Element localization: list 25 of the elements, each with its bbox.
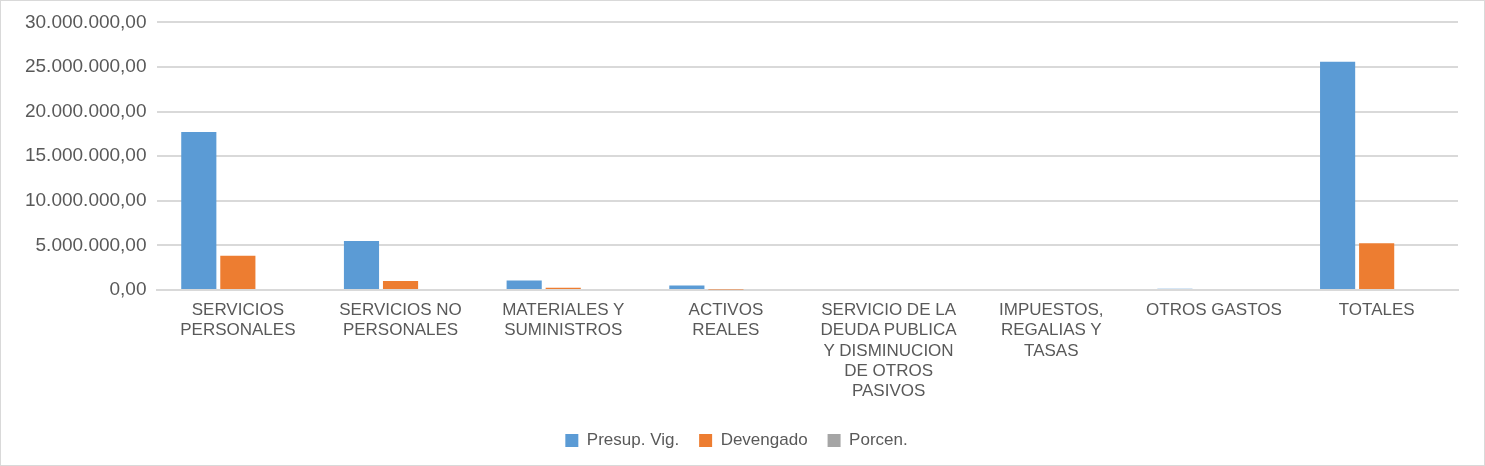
x-tick-label: IMPUESTOS, REGALIAS Y TASAS [999, 299, 1104, 360]
bar [1359, 243, 1395, 289]
x-tick-label: TOTALES [1338, 299, 1415, 319]
y-tick-label: 0,00 [109, 278, 147, 300]
x-tick-label: MATERIALES Y SUMINISTROS [502, 299, 625, 340]
bar [382, 281, 419, 289]
bar [1320, 61, 1356, 289]
x-tick-label: SERVICIOS NO PERSONALES [339, 299, 462, 340]
bar [343, 240, 380, 289]
x-tick-label: SERVICIO DE LA DEUDA PUBLICA Y DISMINUCION DE OTROS PASIVOS [820, 299, 958, 401]
bar [506, 280, 542, 289]
bar [181, 132, 217, 289]
y-tick-label: 25.000.000,00 [24, 55, 147, 77]
y-tick-label: 20.000.000,00 [24, 99, 147, 121]
y-tick-label: 15.000.000,00 [24, 144, 147, 166]
legend-label: Presup. Vig. [586, 430, 680, 450]
x-tick-label: OTROS GASTOS [1146, 299, 1282, 319]
legend-label: Porcen. [849, 430, 908, 450]
legend-label: Devengado [720, 430, 808, 450]
x-tick-label: SERVICIOS PERSONALES [180, 299, 296, 340]
y-tick-label: 10.000.000,00 [24, 189, 147, 211]
bar [220, 255, 256, 289]
x-tick-label: ACTIVOS REALES [688, 299, 764, 340]
y-tick-label: 30.000.000,00 [24, 10, 147, 32]
y-tick-label: 5.000.000,00 [35, 233, 147, 255]
